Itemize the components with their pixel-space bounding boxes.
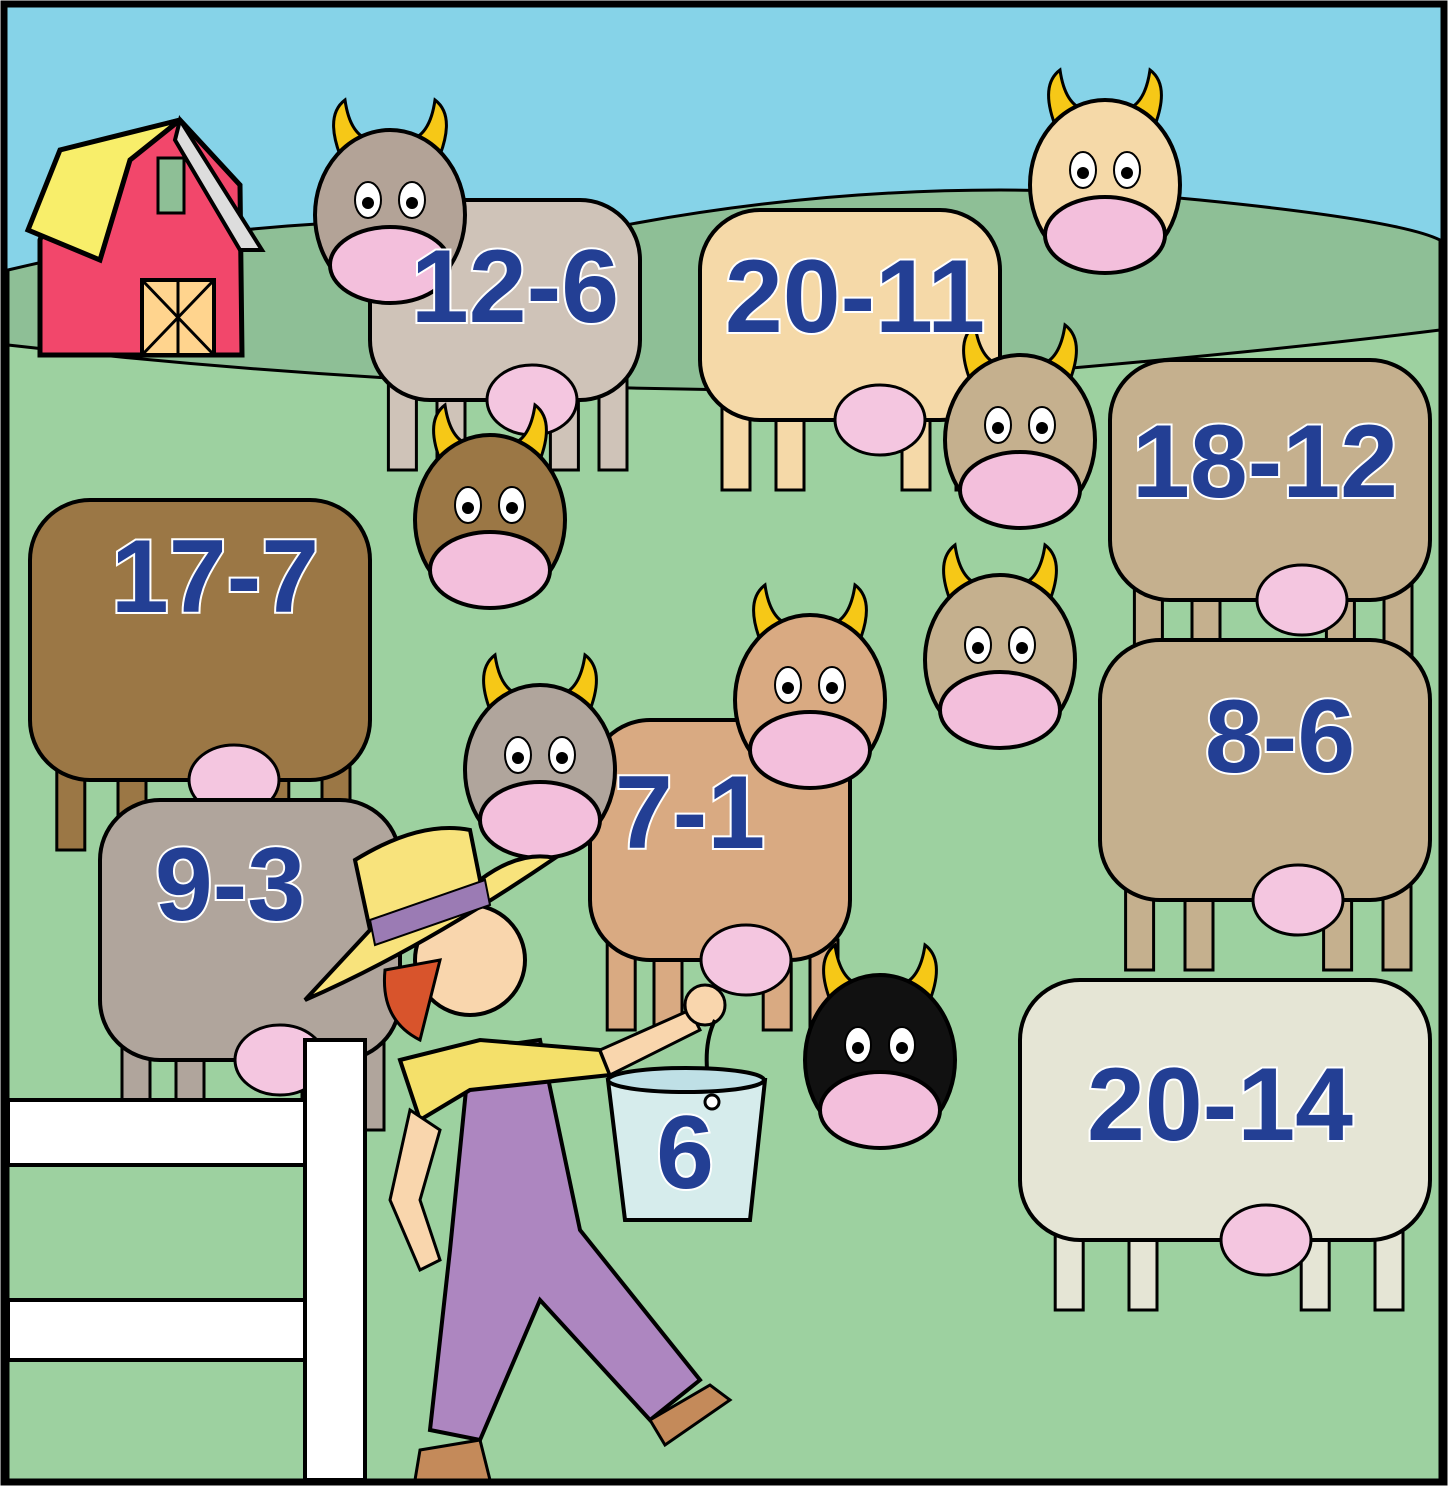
cow-udder — [1257, 565, 1347, 635]
cow-muzzle — [820, 1072, 940, 1148]
cow-label: 18-12 — [1132, 404, 1398, 520]
cow-label: 20-14 — [1087, 1047, 1353, 1163]
cow-muzzle — [480, 782, 600, 858]
cow-muzzle — [960, 452, 1080, 528]
cow-pupil — [852, 1042, 864, 1054]
cow-pupil — [896, 1042, 908, 1054]
cow-pupil — [512, 752, 524, 764]
cow-muzzle — [430, 532, 550, 608]
cow-pupil — [1036, 422, 1048, 434]
cow-muzzle — [1045, 197, 1165, 273]
cow-label: 9-3 — [155, 827, 305, 943]
cow-pupil — [972, 642, 984, 654]
cow-pupil — [782, 682, 794, 694]
cow-pupil — [1121, 167, 1133, 179]
scene: 12-6 20-11 18-12 17-7 8-6 7-1 9-3 20-14 … — [0, 0, 1448, 1486]
cow-label: 8-6 — [1205, 679, 1355, 795]
cow-pupil — [556, 752, 568, 764]
cow-pupil — [826, 682, 838, 694]
cow-label: 17-7 — [111, 519, 319, 635]
cow-udder — [835, 385, 925, 455]
cow-pupil — [992, 422, 1004, 434]
cow-udder — [1253, 865, 1343, 935]
cow-label: 12-6 — [411, 229, 619, 345]
cow-udder — [701, 925, 791, 995]
cow-udder — [1221, 1205, 1311, 1275]
cow-pupil — [406, 197, 418, 209]
bucket-label: 6 — [656, 1095, 714, 1211]
cow-label: 20-11 — [725, 239, 985, 355]
cow-muzzle — [940, 672, 1060, 748]
cow-pupil — [462, 502, 474, 514]
cow-pupil — [1016, 642, 1028, 654]
cow-pupil — [1077, 167, 1089, 179]
cow-label: 7-1 — [615, 755, 765, 871]
cow-pupil — [506, 502, 518, 514]
cow-muzzle — [750, 712, 870, 788]
cow-pupil — [362, 197, 374, 209]
